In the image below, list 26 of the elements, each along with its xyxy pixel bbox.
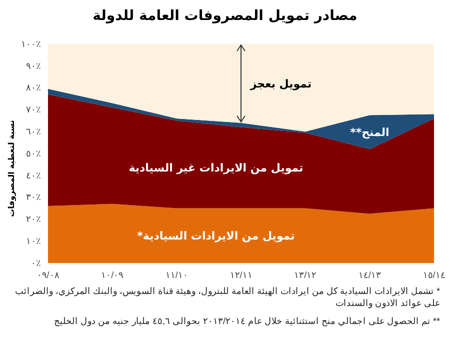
x-tick-label: ١٣/١٢ xyxy=(294,270,317,280)
series-label: المنح** xyxy=(350,126,390,140)
y-tick-label: ٦٠٪ xyxy=(26,126,41,136)
y-tick-label: ٨٠٪ xyxy=(26,82,41,93)
y-tick-label: ٠٪ xyxy=(31,258,41,268)
x-tick-label: ١٤/١٣ xyxy=(358,270,381,280)
text: * تشمل الايرادات السيادية كل من ايرادات الهيئة العامة للبترول، وهيئة قناة السويس، والبنك المركزي، والضرائب على عوائد الاذون والسندات xyxy=(14,285,440,309)
y-axis-title: نسبة لتغطية المصروفات xyxy=(7,120,16,217)
y-tick-label: ١٠٪ xyxy=(26,236,41,246)
y-tick-label: ٩٠٪ xyxy=(26,60,41,71)
y-tick-label: ١٠٠٪ xyxy=(21,38,41,49)
y-tick-label: ٥٠٪ xyxy=(26,148,41,158)
y-tick-label: ٢٠٪ xyxy=(26,214,41,224)
y-tick-label: ٤٠٪ xyxy=(26,170,41,180)
x-tick-label: ١٠/٠٩ xyxy=(101,270,124,280)
x-tick-label: ١٢/١١ xyxy=(230,270,252,280)
y-tick-label: ٧٠٪ xyxy=(26,104,41,115)
x-tick-label: ١١/١٠ xyxy=(165,270,188,280)
series-label: تمويل بعجز xyxy=(249,77,312,90)
series-label: تمويل من الايرادات غير السيادية xyxy=(128,162,304,175)
x-tick-label: ٠٩/٠٨ xyxy=(36,270,60,280)
text: ** تم الحصول على اجمالي منح استثنائية خلال عام ٢٠١٣/٢٠١٤ بحوالى ٤٥,٦ مليار جنيه من دول الخليج xyxy=(52,315,440,327)
series-label: تمويل من الايرادات السيادية* xyxy=(137,230,295,243)
x-tick-label: ١٥/١٤ xyxy=(422,270,446,280)
y-tick-label: ٣٠٪ xyxy=(26,192,41,202)
chart-title: مصادر تمويل المصروفات العامة للدولة xyxy=(92,8,358,24)
